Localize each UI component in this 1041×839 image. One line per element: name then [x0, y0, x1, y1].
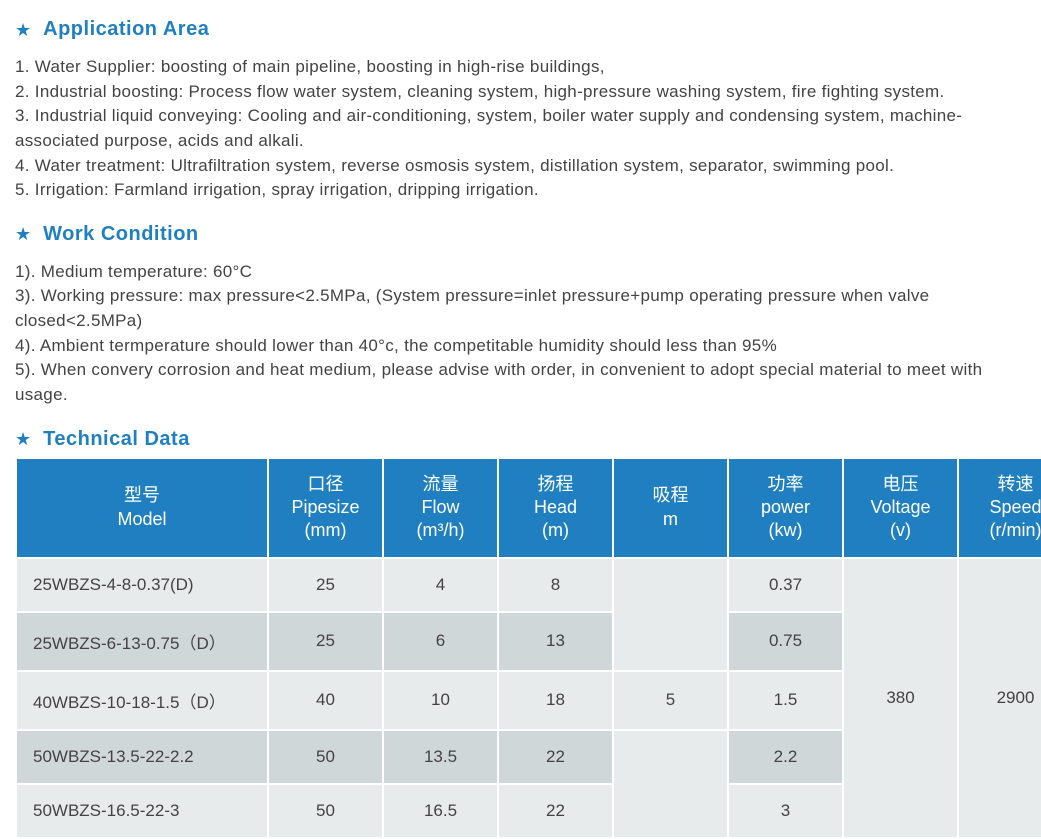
- section-header-technical-data: ★ Technical Data: [15, 428, 1026, 451]
- cell-model: 50WBZS-16.5-22-3: [17, 785, 267, 837]
- cell-model: 25WBZS-6-13-0.75（D）: [17, 613, 267, 670]
- cell-speed: 2900: [959, 559, 1041, 837]
- th-model: 型号Model: [17, 459, 267, 557]
- cell-flow: 10: [384, 672, 497, 729]
- work-condition-text: 1). Medium temperature: 60°C 3). Working…: [15, 260, 1026, 408]
- cell-suction-blank: [614, 559, 727, 670]
- cell-pipesize: 25: [269, 613, 382, 670]
- cell-head: 13: [499, 613, 612, 670]
- cell-pipesize: 50: [269, 785, 382, 837]
- application-item: 1. Water Supplier: boosting of main pipe…: [15, 55, 1026, 80]
- cell-voltage: 380: [844, 559, 957, 837]
- th-speed: 转速Speed(r/min): [959, 459, 1041, 557]
- table-row: 25WBZS-4-8-0.37(D) 25 4 8 0.37 380 2900: [17, 559, 1041, 611]
- section-title: Technical Data: [43, 428, 190, 451]
- cell-flow: 16.5: [384, 785, 497, 837]
- cell-model: 40WBZS-10-18-1.5（D）: [17, 672, 267, 729]
- cell-head: 22: [499, 785, 612, 837]
- th-pipesize: 口径Pipesize(mm): [269, 459, 382, 557]
- cell-power: 1.5: [729, 672, 842, 729]
- cell-head: 22: [499, 731, 612, 783]
- cell-pipesize: 40: [269, 672, 382, 729]
- technical-data-table: 型号Model 口径Pipesize(mm) 流量Flow(m³/h) 扬程He…: [15, 457, 1041, 839]
- cell-flow: 6: [384, 613, 497, 670]
- cell-suction-blank: [614, 731, 727, 837]
- work-condition-item: 3). Working pressure: max pressure<2.5MP…: [15, 284, 1026, 333]
- application-area-text: 1. Water Supplier: boosting of main pipe…: [15, 55, 1026, 203]
- th-voltage: 电压Voltage(v): [844, 459, 957, 557]
- cell-pipesize: 50: [269, 731, 382, 783]
- star-icon: ★: [15, 225, 31, 243]
- th-power: 功率power(kw): [729, 459, 842, 557]
- th-head: 扬程Head(m): [499, 459, 612, 557]
- cell-flow: 13.5: [384, 731, 497, 783]
- application-item: 4. Water treatment: Ultrafiltration syst…: [15, 154, 1026, 179]
- th-flow: 流量Flow(m³/h): [384, 459, 497, 557]
- cell-model: 25WBZS-4-8-0.37(D): [17, 559, 267, 611]
- section-header-work-condition: ★ Work Condition: [15, 223, 1026, 246]
- work-condition-item: 5). When convery corrosion and heat medi…: [15, 358, 1026, 407]
- section-title: Application Area: [43, 18, 209, 41]
- cell-flow: 4: [384, 559, 497, 611]
- cell-head: 18: [499, 672, 612, 729]
- work-condition-item: 1). Medium temperature: 60°C: [15, 260, 1026, 285]
- application-item: 5. Irrigation: Farmland irrigation, spra…: [15, 178, 1026, 203]
- cell-power: 0.75: [729, 613, 842, 670]
- table-header-row: 型号Model 口径Pipesize(mm) 流量Flow(m³/h) 扬程He…: [17, 459, 1041, 557]
- star-icon: ★: [15, 430, 31, 448]
- cell-power: 0.37: [729, 559, 842, 611]
- cell-model: 50WBZS-13.5-22-2.2: [17, 731, 267, 783]
- cell-power: 3: [729, 785, 842, 837]
- cell-power: 2.2: [729, 731, 842, 783]
- star-icon: ★: [15, 21, 31, 39]
- section-header-application: ★ Application Area: [15, 18, 1026, 41]
- application-item: 3. Industrial liquid conveying: Cooling …: [15, 104, 1026, 153]
- th-suction: 吸程m: [614, 459, 727, 557]
- cell-pipesize: 25: [269, 559, 382, 611]
- work-condition-item: 4). Ambient termperature should lower th…: [15, 334, 1026, 359]
- cell-head: 8: [499, 559, 612, 611]
- application-item: 2. Industrial boosting: Process flow wat…: [15, 80, 1026, 105]
- cell-suction: 5: [614, 672, 727, 729]
- section-title: Work Condition: [43, 223, 199, 246]
